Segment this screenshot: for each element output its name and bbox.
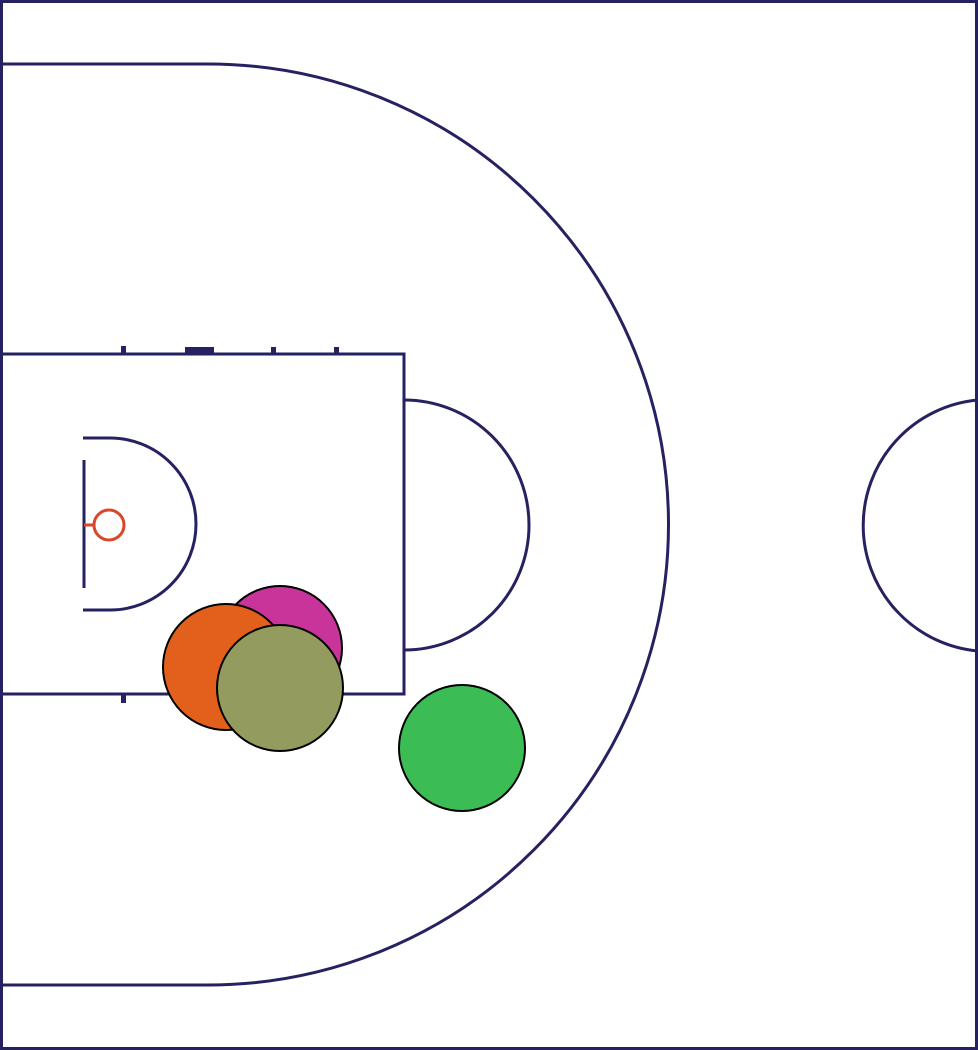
center-circle (861, 398, 978, 653)
green-player[interactable] (398, 684, 526, 812)
lane-mark (271, 347, 276, 354)
restricted-area-arc (83, 436, 198, 612)
lane-mark (121, 694, 126, 703)
olive-player[interactable] (216, 624, 344, 752)
hoop (92, 508, 126, 542)
free-throw-circle (403, 398, 531, 652)
lane-mark (121, 346, 126, 354)
three-point-line (0, 62, 670, 987)
lane-mark (334, 347, 339, 354)
lane-block (185, 347, 214, 354)
